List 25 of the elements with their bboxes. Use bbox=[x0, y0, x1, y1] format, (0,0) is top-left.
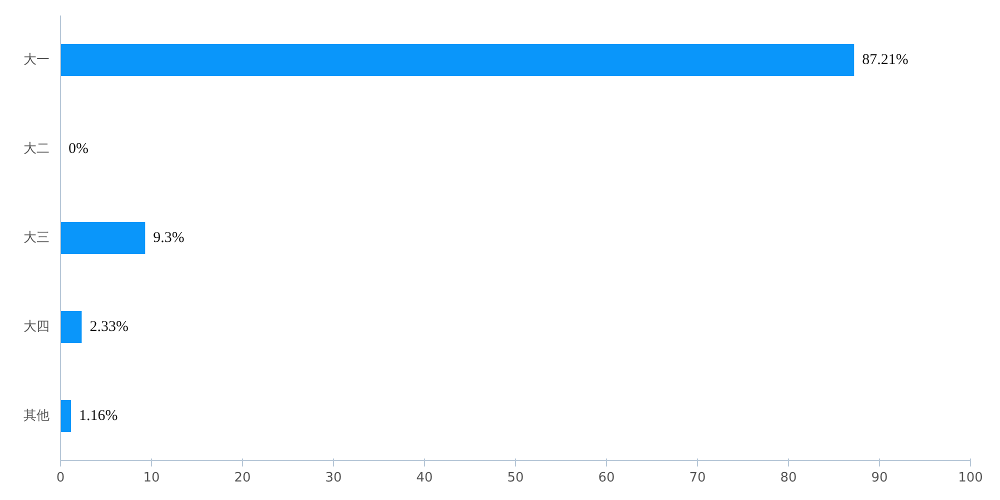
x-tick-label: 60 bbox=[598, 470, 615, 486]
y-tick-label: 大二 bbox=[24, 142, 50, 156]
data-label: 87.21% bbox=[862, 52, 908, 68]
data-label: 1.16% bbox=[79, 408, 118, 424]
data-label: 0% bbox=[68, 141, 88, 157]
x-tick-label: 40 bbox=[416, 470, 433, 486]
x-tick-label: 30 bbox=[325, 470, 342, 486]
x-tick-label: 50 bbox=[507, 470, 524, 486]
x-tick-label: 10 bbox=[143, 470, 160, 486]
y-tick-label: 大一 bbox=[24, 52, 50, 68]
x-tick-label: 80 bbox=[780, 470, 797, 486]
y-tick-label: 大四 bbox=[24, 320, 50, 334]
data-label: 9.3% bbox=[153, 230, 184, 246]
y-tick-label: 大三 bbox=[24, 230, 50, 246]
x-tick-label: 100 bbox=[958, 470, 983, 486]
x-tick-label: 0 bbox=[56, 470, 65, 486]
bar bbox=[60, 44, 854, 76]
bar bbox=[60, 310, 82, 344]
x-tick-label: 90 bbox=[871, 470, 888, 486]
y-tick-label: 其他 bbox=[24, 408, 50, 424]
bar bbox=[60, 400, 72, 432]
data-label: 2.33% bbox=[90, 319, 128, 335]
x-tick-label: 70 bbox=[689, 470, 706, 486]
bar bbox=[60, 222, 146, 254]
x-tick-label: 20 bbox=[234, 470, 251, 486]
